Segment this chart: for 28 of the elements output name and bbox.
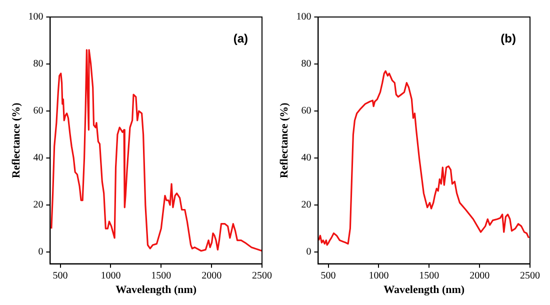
y-tick-label: 0: [306, 246, 312, 258]
y-tick-label: 80: [301, 58, 312, 70]
x-tick-label: 2000: [470, 270, 490, 282]
y-tick-label: 40: [33, 152, 44, 164]
x-tick-label: 1500: [151, 270, 172, 282]
x-axis-title: Wavelength (nm): [116, 284, 197, 296]
y-axis-title: Reflectance (%): [10, 102, 22, 178]
y-tick-label: 40: [301, 152, 312, 164]
x-tick-label: 2500: [252, 270, 272, 282]
y-tick-label: 100: [28, 12, 44, 23]
x-tick-label: 500: [320, 270, 336, 282]
x-tick-label: 2000: [202, 270, 222, 282]
y-tick-label: 60: [33, 106, 44, 117]
y-tick-label: 0: [38, 246, 44, 258]
x-tick-label: 2500: [520, 270, 540, 282]
y-tick-label: 20: [33, 200, 44, 211]
annotation: (b): [500, 31, 516, 46]
x-tick-label: 500: [52, 270, 68, 282]
x-tick-label: 1000: [368, 270, 389, 282]
y-tick-label: 100: [296, 12, 312, 23]
annotation: (a): [233, 31, 248, 46]
y-axis-title: Reflectance (%): [278, 102, 290, 178]
y-tick-label: 80: [33, 58, 44, 70]
x-tick-label: 1000: [100, 270, 121, 282]
x-tick-label: 1500: [419, 270, 440, 282]
y-tick-label: 20: [301, 200, 312, 211]
x-axis-title: Wavelength (nm): [384, 284, 465, 296]
y-tick-label: 60: [301, 106, 312, 117]
